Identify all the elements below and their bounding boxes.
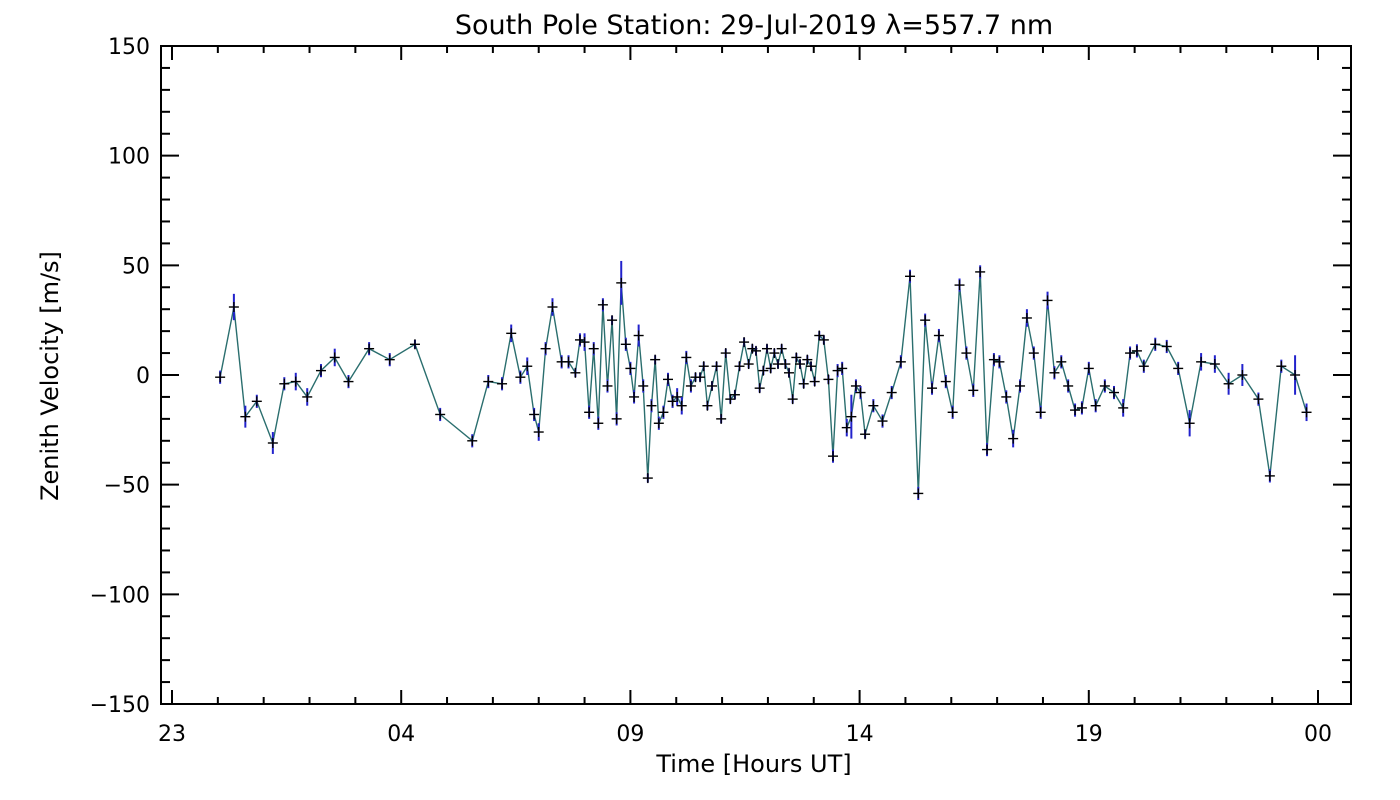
y-tick-label: −50 [104,474,150,499]
y-axis-label: Zenith Velocity [m/s] [36,251,64,501]
x-tick-label: 00 [1304,722,1332,747]
x-tick-label: 09 [616,722,644,747]
y-tick-label: 100 [108,145,150,170]
series-layer [215,260,1312,501]
plot-frame [160,45,1352,705]
y-axis-ticks: 150 100 50 0 −50 −100 −150 [90,35,1351,718]
y-tick-label: −150 [90,693,150,718]
series-line [219,271,1308,494]
x-axis-ticks: 23 04 09 14 19 00 [158,46,1332,747]
chart-title: South Pole Station: 29-Jul-2019 λ=557.7 … [455,10,1053,41]
x-tick-label: 04 [387,722,415,747]
x-tick-label: 14 [846,722,874,747]
x-tick-label: 23 [158,722,186,747]
y-tick-label: 0 [136,364,150,389]
x-axis-label: Time [Hours UT] [655,750,851,778]
y-tick-label: 150 [108,35,150,60]
x-tick-label: 19 [1075,722,1103,747]
y-tick-label: 50 [122,254,150,279]
y-tick-label: −100 [90,583,150,608]
